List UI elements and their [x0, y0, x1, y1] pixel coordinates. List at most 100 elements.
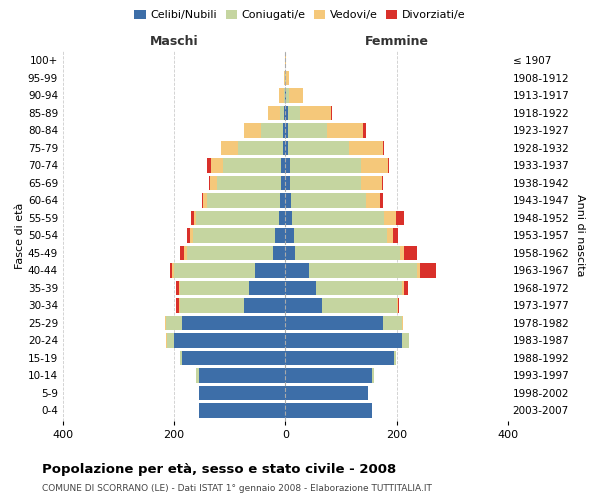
Bar — [273, 246, 286, 260]
Bar — [217, 176, 281, 190]
Bar — [290, 158, 361, 172]
Bar — [349, 140, 383, 155]
Bar — [199, 368, 286, 382]
Bar — [202, 193, 203, 208]
Text: Maschi: Maschi — [150, 35, 199, 48]
Bar — [283, 140, 286, 155]
Y-axis label: Anni di nascita: Anni di nascita — [575, 194, 585, 276]
Bar — [400, 246, 404, 260]
Bar — [180, 351, 182, 365]
Bar — [187, 228, 190, 242]
Bar — [193, 228, 275, 242]
Bar — [404, 280, 408, 295]
Bar — [182, 351, 286, 365]
Bar — [166, 316, 182, 330]
Bar — [279, 88, 284, 102]
Bar — [275, 228, 286, 242]
Bar — [361, 176, 382, 190]
Bar — [286, 193, 291, 208]
Bar — [172, 263, 174, 278]
Bar — [280, 193, 286, 208]
Bar — [394, 351, 396, 365]
Bar — [179, 280, 249, 295]
Bar — [327, 123, 363, 138]
Bar — [384, 210, 396, 225]
Bar — [288, 140, 349, 155]
Legend: Celibi/Nubili, Coniugati/e, Vedovi/e, Divorziati/e: Celibi/Nubili, Coniugati/e, Vedovi/e, Di… — [130, 6, 470, 25]
Bar — [244, 123, 261, 138]
Bar — [289, 88, 303, 102]
Bar — [294, 228, 387, 242]
Bar — [286, 298, 322, 312]
Bar — [176, 280, 179, 295]
Bar — [164, 316, 166, 330]
Bar — [288, 106, 301, 120]
Bar — [286, 158, 290, 172]
Bar — [268, 106, 280, 120]
Bar — [211, 158, 223, 172]
Bar — [191, 210, 194, 225]
Bar — [387, 228, 393, 242]
Bar — [286, 280, 316, 295]
Bar — [283, 123, 286, 138]
Bar — [281, 176, 286, 190]
Bar — [196, 210, 278, 225]
Bar — [194, 210, 196, 225]
Bar — [402, 280, 404, 295]
Bar — [249, 280, 286, 295]
Bar — [196, 368, 199, 382]
Bar — [361, 158, 388, 172]
Bar — [397, 298, 398, 312]
Bar — [255, 263, 286, 278]
Bar — [284, 106, 286, 120]
Bar — [404, 246, 416, 260]
Bar — [286, 123, 288, 138]
Bar — [207, 158, 211, 172]
Bar — [209, 176, 210, 190]
Bar — [288, 123, 327, 138]
Bar — [371, 368, 374, 382]
Bar — [286, 334, 402, 347]
Bar — [366, 193, 380, 208]
Bar — [398, 298, 399, 312]
Bar — [383, 316, 402, 330]
Bar — [176, 298, 179, 312]
Bar — [184, 246, 187, 260]
Bar — [286, 140, 288, 155]
Bar — [396, 210, 404, 225]
Bar — [284, 88, 286, 102]
Bar — [174, 263, 255, 278]
Bar — [190, 228, 193, 242]
Bar — [286, 228, 294, 242]
Bar — [208, 193, 280, 208]
Bar — [301, 106, 331, 120]
Bar — [284, 70, 285, 85]
Bar — [286, 246, 295, 260]
Bar — [286, 88, 289, 102]
Bar — [383, 140, 384, 155]
Bar — [179, 246, 184, 260]
Bar — [290, 176, 361, 190]
Bar — [363, 123, 366, 138]
Bar — [286, 106, 288, 120]
Bar — [221, 140, 238, 155]
Bar — [286, 386, 368, 400]
Bar — [420, 263, 436, 278]
Bar — [286, 316, 383, 330]
Bar — [174, 334, 286, 347]
Bar — [280, 106, 284, 120]
Bar — [286, 404, 371, 417]
Bar — [331, 106, 332, 120]
Bar — [210, 176, 217, 190]
Bar — [179, 298, 244, 312]
Bar — [295, 246, 400, 260]
Bar — [199, 404, 286, 417]
Bar — [286, 263, 309, 278]
Bar — [402, 334, 409, 347]
Bar — [170, 263, 172, 278]
Bar — [286, 176, 290, 190]
Bar — [309, 263, 417, 278]
Bar — [286, 351, 394, 365]
Text: Femmine: Femmine — [365, 35, 428, 48]
Bar — [286, 70, 289, 85]
